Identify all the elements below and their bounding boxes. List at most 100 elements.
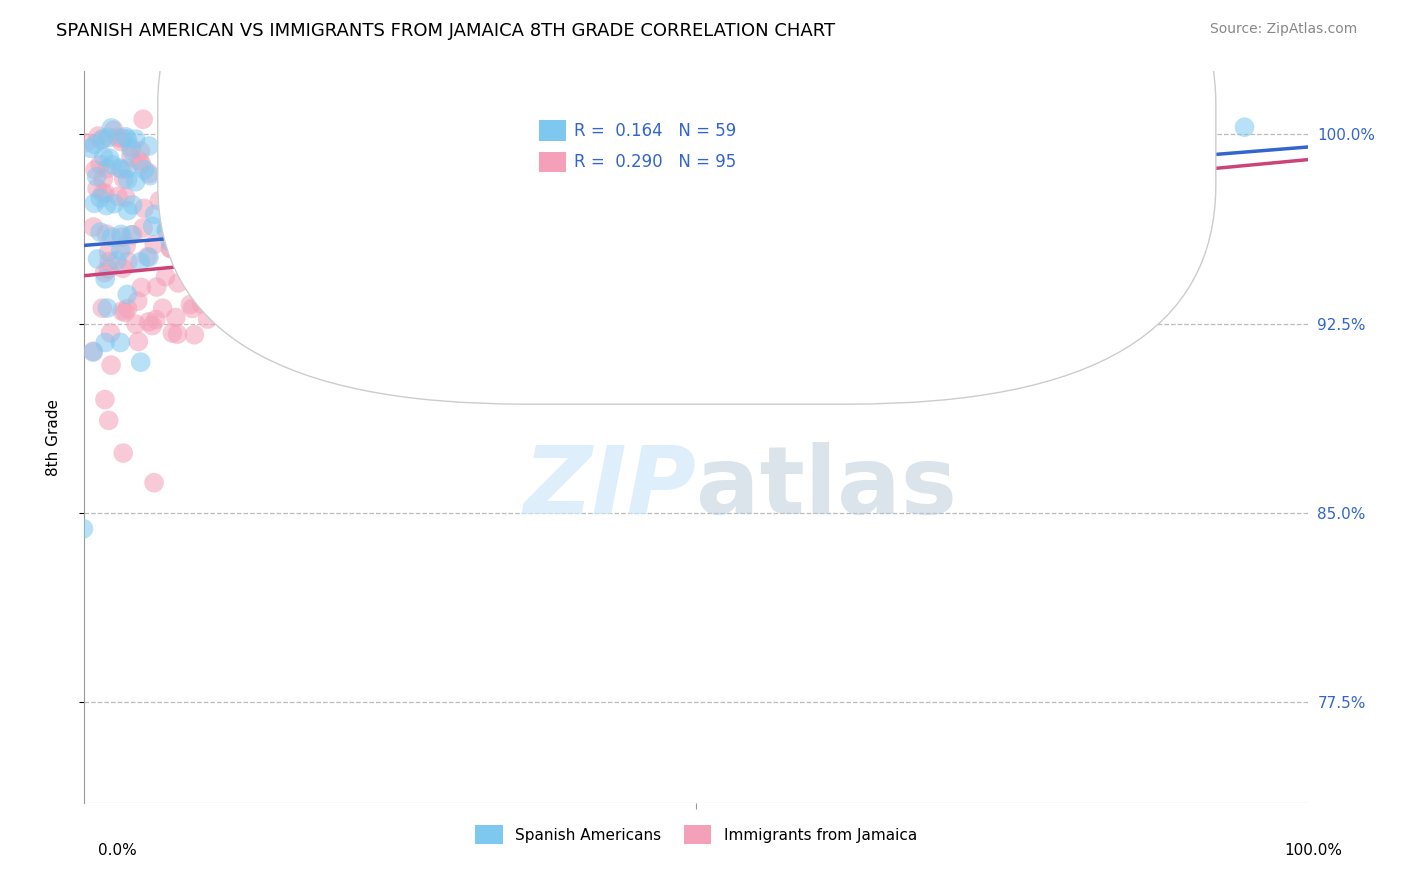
Point: [115, 287, 138, 301]
Point: [121, 227, 143, 242]
Point: [159, 235, 181, 249]
Point: [90, 133, 112, 147]
Point: [110, 135, 132, 149]
Point: [100, 120, 122, 135]
Point: [121, 198, 143, 212]
Point: [422, 202, 444, 216]
Point: [131, 280, 153, 294]
Point: [91, 172, 114, 186]
Point: [91, 301, 114, 315]
Point: [136, 250, 159, 264]
Point: [91, 186, 114, 201]
Point: [132, 202, 155, 216]
Point: [292, 282, 315, 296]
Point: [163, 188, 186, 202]
Point: [110, 244, 132, 258]
Y-axis label: 8th Grade: 8th Grade: [46, 399, 60, 475]
Point: [157, 186, 180, 201]
Point: [107, 189, 129, 203]
Text: 100.0%: 100.0%: [1285, 843, 1343, 858]
Point: [86, 181, 108, 195]
Point: [139, 169, 162, 183]
Point: [82, 219, 104, 234]
Point: [138, 166, 160, 180]
Point: [166, 327, 188, 342]
Point: [72, 522, 94, 536]
Point: [105, 253, 128, 268]
Point: [152, 301, 174, 316]
Point: [394, 182, 416, 196]
Point: [165, 310, 187, 325]
Point: [98, 151, 121, 165]
Point: [194, 226, 217, 240]
Point: [211, 292, 233, 306]
Point: [173, 217, 195, 231]
Point: [209, 283, 232, 297]
Point: [124, 132, 146, 146]
Point: [1233, 120, 1256, 135]
Text: R =  0.164   N = 59: R = 0.164 N = 59: [574, 121, 735, 140]
Bar: [540, 120, 567, 141]
Text: R =  0.290   N = 95: R = 0.290 N = 95: [574, 153, 735, 171]
Point: [145, 312, 167, 326]
Point: [167, 276, 190, 290]
Point: [238, 288, 260, 302]
Point: [94, 392, 117, 407]
Point: [115, 238, 138, 252]
Point: [94, 186, 117, 200]
Point: [183, 327, 205, 342]
Point: [179, 297, 201, 311]
Point: [318, 251, 340, 265]
Point: [132, 221, 155, 235]
Point: [179, 251, 201, 265]
Point: [138, 315, 160, 329]
Point: [172, 186, 194, 201]
Point: [166, 192, 188, 206]
Point: [117, 254, 139, 268]
Point: [100, 230, 122, 244]
Point: [129, 355, 152, 369]
Point: [110, 227, 132, 242]
Point: [82, 344, 104, 359]
Point: [159, 241, 181, 255]
Point: [100, 326, 122, 340]
Point: [181, 182, 204, 196]
Point: [97, 262, 120, 277]
Point: [191, 266, 214, 280]
Point: [131, 157, 153, 171]
Point: [159, 241, 181, 255]
Point: [94, 272, 117, 286]
Point: [127, 294, 149, 309]
Point: [89, 191, 111, 205]
Point: [143, 237, 166, 252]
Point: [89, 225, 111, 239]
Point: [84, 162, 107, 177]
Point: [127, 334, 149, 349]
Point: [129, 255, 152, 269]
Point: [83, 196, 105, 211]
Point: [114, 305, 136, 319]
Point: [83, 137, 105, 152]
Point: [94, 335, 117, 350]
Point: [211, 235, 233, 249]
Point: [138, 250, 160, 264]
Point: [91, 131, 114, 145]
Point: [96, 161, 118, 176]
Point: [197, 312, 219, 326]
Point: [111, 304, 134, 318]
Point: [204, 244, 226, 258]
Point: [145, 280, 167, 294]
Point: [100, 358, 122, 372]
Legend: Spanish Americans, Immigrants from Jamaica: Spanish Americans, Immigrants from Jamai…: [470, 819, 922, 850]
Point: [218, 310, 240, 325]
Point: [82, 345, 104, 359]
Text: Source: ZipAtlas.com: Source: ZipAtlas.com: [1209, 22, 1357, 37]
Point: [183, 206, 205, 220]
Point: [117, 203, 139, 218]
Text: SPANISH AMERICAN VS IMMIGRANTS FROM JAMAICA 8TH GRADE CORRELATION CHART: SPANISH AMERICAN VS IMMIGRANTS FROM JAMA…: [56, 22, 835, 40]
Point: [108, 161, 131, 175]
Point: [181, 301, 204, 316]
Point: [155, 224, 177, 238]
FancyBboxPatch shape: [157, 0, 1216, 404]
Point: [128, 153, 150, 168]
